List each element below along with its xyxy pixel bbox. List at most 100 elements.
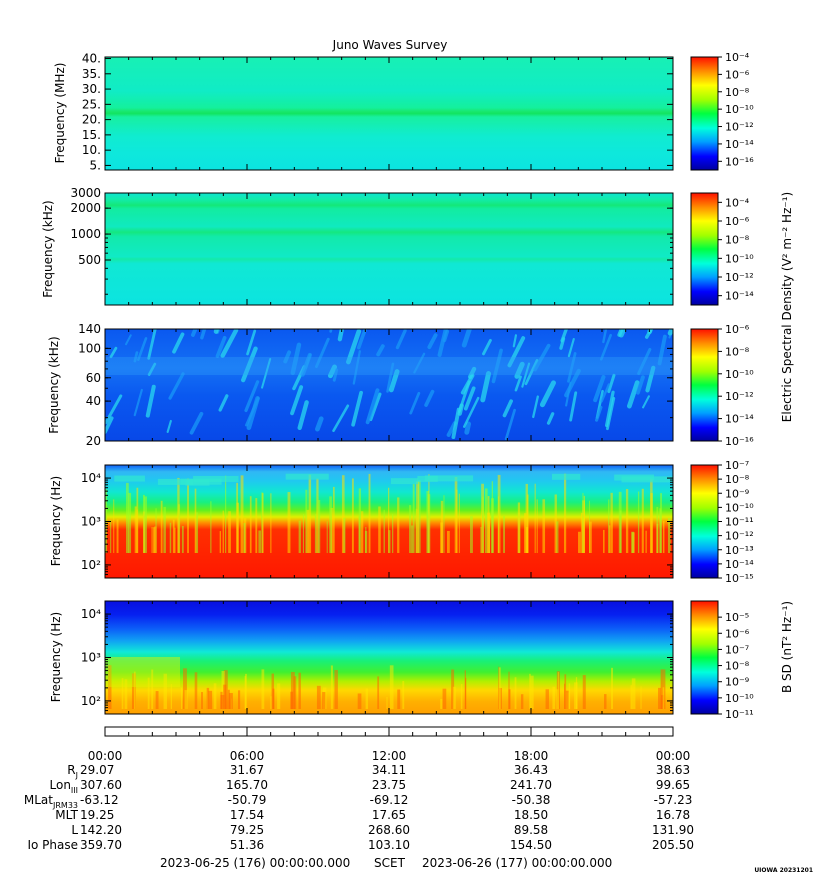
ytick-label: 10² (81, 694, 101, 708)
colorbar-tick-label: 10⁻⁷ (725, 459, 749, 472)
colorbar-tick-label: 10⁻¹⁰ (725, 252, 754, 265)
ephemeris-value: 31.67 (230, 763, 264, 777)
colorbar-tick-label: 10⁻⁸ (725, 473, 750, 486)
ephemeris-value: 23.75 (372, 778, 406, 792)
ephemeris-row-label: RJ (67, 763, 78, 780)
ytick-label: 40. (82, 52, 101, 66)
ephemeris-value: 103.10 (368, 838, 410, 852)
panel-1-ylabel: Frequency (MHz) (53, 63, 67, 164)
ytick-label: 30. (82, 82, 101, 96)
ephemeris-value: 17.54 (230, 808, 264, 822)
panel-2-image (105, 193, 673, 305)
colorbar-tick-label: 10⁻¹⁴ (725, 138, 754, 151)
colorbar-tick-label: 10⁻¹⁴ (725, 413, 754, 426)
ytick-label: 35. (82, 67, 101, 81)
panel-3-ylabel: Frequency (kHz) (47, 336, 61, 433)
colorbar-3: 10⁻⁶ 10⁻⁸ 10⁻¹⁰ 10⁻¹² 10⁻¹⁴ 10⁻¹⁶ (690, 323, 754, 448)
colorbar-tick-label: 10⁻⁴ (725, 51, 750, 64)
ephemeris-value: 165.70 (226, 778, 268, 792)
scet-label: SCET (374, 856, 406, 870)
ephemeris-value: 99.65 (656, 778, 690, 792)
ephemeris-value: 307.60 (80, 778, 122, 792)
panel-1: 5.10.15.20. 25.30.35.40. Frequency (MHz) (53, 52, 674, 172)
panel-3-frame (104, 328, 674, 442)
panel-3: 20 40 60 100 140 Frequency (kHz) (47, 322, 674, 448)
colorbar-tick-label: 10⁻¹⁰ (725, 368, 754, 381)
colorbar-tick-label: 10⁻¹¹ (725, 516, 754, 529)
colorbar-tick-label: 10⁻¹⁶ (725, 155, 754, 168)
colorbar-tick-label: 10⁻⁶ (725, 323, 750, 336)
scet-end: 2023-06-26 (177) 00:00:00.000 (422, 856, 612, 870)
colorbar-tick-label: 10⁻¹² (725, 390, 754, 403)
colorbar-tick-label: 10⁻¹⁵ (725, 572, 754, 585)
ephemeris-value: -57.23 (654, 793, 693, 807)
magnetic-colorbar-label: B SD (nT² Hz⁻¹) (780, 601, 794, 693)
colorbar-tick-label: 10⁻⁷ (725, 643, 749, 656)
time-tick-label: 18:00 (514, 749, 549, 763)
time-tick-label: 00:00 (656, 749, 691, 763)
ephemeris-row-label: MLT (55, 808, 78, 822)
panel-5: 10² 10³ 10⁴ Frequency (Hz) (49, 600, 674, 715)
panel-1-image (105, 57, 673, 170)
colorbar-tick-label: 10⁻⁸ (725, 234, 750, 247)
time-axis (104, 726, 674, 737)
ephemeris-value: 241.70 (510, 778, 552, 792)
ytick-label: 10³ (81, 515, 101, 529)
colorbar-5: 10⁻⁵ 10⁻⁶ 10⁻⁷ 10⁻⁸ 10⁻⁹ 10⁻¹⁰ 10⁻¹¹ (690, 600, 754, 721)
panel-5-frame (104, 600, 674, 715)
colorbar-tick-label: 10⁻¹⁰ (725, 501, 754, 514)
ytick-label: 10³ (81, 651, 101, 665)
ephemeris-value: 17.65 (372, 808, 406, 822)
panel-5-image (105, 601, 673, 714)
panel-5-ylabel: Frequency (Hz) (49, 612, 63, 703)
panel-2-frame (104, 192, 674, 306)
ytick-label: 20 (86, 434, 101, 448)
ephemeris-value: 142.20 (80, 823, 122, 837)
colorbar-1: 10⁻⁴ 10⁻⁶ 10⁻⁸ 10⁻¹⁰ 10⁻¹² 10⁻¹⁴ 10⁻¹⁶ (690, 51, 754, 171)
panel-4-ylabel: Frequency (Hz) (49, 476, 63, 567)
ephemeris-table: RJ 29.07 31.67 34.11 36.43 38.63 LonIII 307.60 1… (24, 763, 694, 852)
ytick-label: 5. (90, 158, 101, 172)
ephemeris-row-label: L (71, 823, 78, 837)
colorbar-tick-label: 10⁻⁶ (725, 68, 750, 81)
figure-title: Juno Waves Survey (332, 38, 448, 52)
credit-label: UIOWA 20231201 (754, 867, 813, 874)
ephemeris-value: 154.50 (510, 838, 552, 852)
ytick-label: 10. (82, 143, 101, 157)
colorbar-tick-label: 10⁻¹⁰ (725, 692, 754, 705)
ytick-label: 3000 (70, 186, 101, 200)
colorbar-tick-label: 10⁻¹⁶ (725, 435, 754, 448)
ytick-label: 100 (78, 341, 101, 355)
ytick-label: 25. (82, 97, 101, 111)
ephemeris-value: -63.12 (80, 793, 119, 807)
ytick-label: 40 (86, 394, 101, 408)
ytick-label: 10⁴ (81, 471, 101, 485)
colorbar-tick-label: 10⁻¹⁴ (725, 558, 754, 571)
time-tick-label: 12:00 (372, 749, 407, 763)
time-tick-label: 00:00 (88, 749, 123, 763)
panel-1-frame (104, 56, 674, 171)
colorbar-tick-label: 10⁻⁸ (725, 345, 750, 358)
ephemeris-value: 29.07 (80, 763, 114, 777)
panel-2-ylabel: Frequency (kHz) (41, 200, 55, 297)
colorbar-tick-label: 10⁻¹⁰ (725, 103, 754, 116)
colorbar-tick-label: 10⁻⁹ (725, 676, 749, 689)
colorbar-tick-label: 10⁻¹³ (725, 544, 754, 557)
ytick-label: 500 (78, 253, 101, 267)
colorbar-tick-label: 10⁻¹² (725, 530, 754, 543)
panel-4: 10² 10³ 10⁴ Frequency (Hz) (49, 464, 674, 579)
ytick-label: 10² (81, 558, 101, 572)
ephemeris-row-label: LonIII (50, 778, 79, 795)
colorbar-tick-label: 10⁻⁵ (725, 611, 749, 624)
colorbar-tick-label: 10⁻⁴ (725, 196, 750, 209)
ephemeris-value: 205.50 (652, 838, 694, 852)
colorbar-tick-label: 10⁻⁸ (725, 86, 750, 99)
ytick-label: 140 (78, 322, 101, 336)
colorbar-2: 10⁻⁴ 10⁻⁶ 10⁻⁸ 10⁻¹⁰ 10⁻¹² 10⁻¹⁴ (690, 192, 754, 306)
time-tick-label: 06:00 (230, 749, 265, 763)
ephemeris-value: 19.25 (80, 808, 114, 822)
ephemeris-value: -50.38 (512, 793, 551, 807)
electric-colorbar-label: Electric Spectral Density (V² m⁻² Hz⁻¹) (780, 192, 794, 422)
